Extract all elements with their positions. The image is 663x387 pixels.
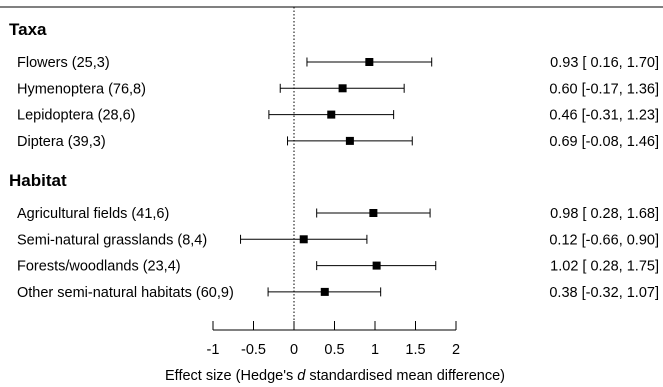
group-heading-habitat: Habitat xyxy=(9,171,67,190)
row-value-habitat-forests-woodlands: 1.02 [ 0.28, 1.75] xyxy=(550,259,659,275)
estimate-marker-taxa-diptera xyxy=(345,136,354,145)
x-tick-label: 0 xyxy=(290,342,298,358)
x-axis-title: Effect size (Hedge's d standardised mean… xyxy=(165,368,505,384)
x-axis: -1 -0.5 0 0.5 1 1.5 2 xyxy=(207,321,460,358)
row-label-taxa-lepidoptera: Lepidoptera (28,6) xyxy=(17,108,136,124)
row-value-taxa-flowers: 0.93 [ 0.16, 1.70] xyxy=(550,55,659,71)
row-label-habitat-semi-natural-grasslands: Semi-natural grasslands (8,4) xyxy=(17,232,207,248)
row-label-taxa-flowers: Flowers (25,3) xyxy=(17,55,110,71)
row-label-habitat-other-semi-natural-habitats: Other semi-natural habitats (60,9) xyxy=(17,285,234,301)
x-axis-title-part: Effect size (Hedge's xyxy=(165,368,297,384)
group-heading-taxa: Taxa xyxy=(9,20,47,39)
row-value-habitat-agricultural-fields: 0.98 [ 0.28, 1.68] xyxy=(550,206,659,222)
row-label-taxa-hymenoptera: Hymenoptera (76,8) xyxy=(17,81,146,97)
plot-body: Taxa Flowers (25,3) 0.93 [ 0.16, 1.70] Hyme… xyxy=(9,7,659,330)
row-value-taxa-lepidoptera: 0.46 [-0.31, 1.23] xyxy=(549,108,659,124)
row-value-taxa-hymenoptera: 0.60 [-0.17, 1.36] xyxy=(549,81,659,97)
row-value-taxa-diptera: 0.69 [-0.08, 1.46] xyxy=(549,134,659,150)
estimate-marker-habitat-agricultural-fields xyxy=(369,209,378,217)
estimate-marker-taxa-lepidoptera xyxy=(327,110,336,119)
row-label-taxa-diptera: Diptera (39,3) xyxy=(17,134,106,150)
x-tick-label: 1.5 xyxy=(405,342,425,358)
row-label-habitat-agricultural-fields: Agricultural fields (41,6) xyxy=(17,206,169,222)
x-tick-label: 2 xyxy=(452,342,460,358)
x-tick-label: -0.5 xyxy=(241,342,266,358)
estimate-marker-taxa-flowers xyxy=(365,58,374,66)
x-tick-label: -1 xyxy=(207,342,220,358)
estimate-marker-habitat-other-semi-natural-habitats xyxy=(320,287,329,296)
x-axis-title-part: standardised mean difference) xyxy=(305,368,505,384)
row-label-habitat-forests-woodlands: Forests/woodlands (23,4) xyxy=(17,259,181,275)
x-tick-label: 1 xyxy=(371,342,379,358)
estimate-marker-taxa-hymenoptera xyxy=(338,84,347,93)
estimate-marker-habitat-semi-natural-grasslands xyxy=(299,235,308,244)
row-value-habitat-semi-natural-grasslands: 0.12 [-0.66, 0.90] xyxy=(549,232,659,248)
estimate-marker-habitat-forests-woodlands xyxy=(372,261,381,270)
row-value-habitat-other-semi-natural-habitats: 0.38 [-0.32, 1.07] xyxy=(549,285,659,301)
x-tick-label: 0.5 xyxy=(324,342,344,358)
x-axis-title-part: d xyxy=(297,368,306,384)
